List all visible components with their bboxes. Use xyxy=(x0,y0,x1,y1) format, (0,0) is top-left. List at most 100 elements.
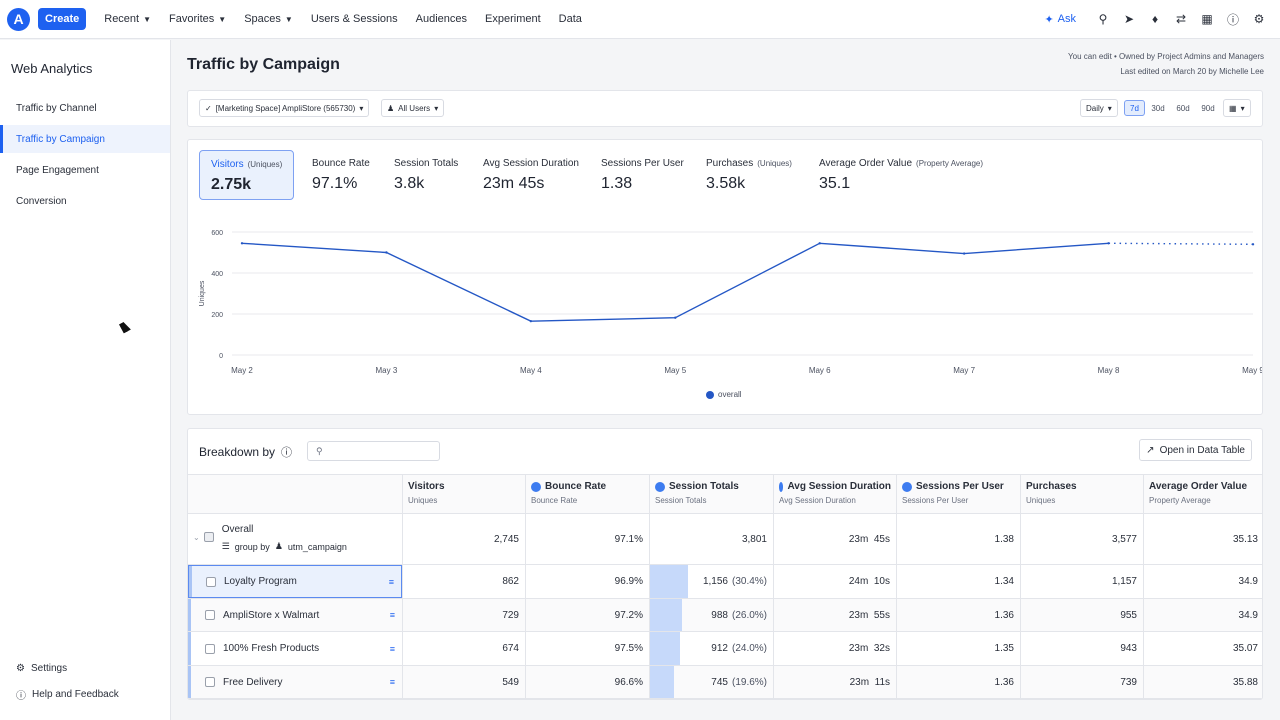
open-in-data-table-button[interactable]: ↗ Open in Data Table xyxy=(1139,439,1252,461)
overall-name-cell: ⌄ Overall ☰ group by ♟ utm_campaign xyxy=(188,515,402,564)
segment-selector[interactable]: ♟ All Users ▾ xyxy=(381,99,445,117)
range-60d[interactable]: 60d xyxy=(1176,103,1190,113)
row-checkbox[interactable] xyxy=(205,643,215,654)
metric-value: 35.1 xyxy=(819,175,851,192)
column-visitors[interactable]: Visitors Uniques xyxy=(402,475,525,515)
column-bounce-rate[interactable]: Bounce Rate Bounce Rate xyxy=(525,475,649,515)
range-30d[interactable]: 30d xyxy=(1151,103,1165,113)
range-7d[interactable]: 7d xyxy=(1124,100,1145,116)
chevron-down-icon[interactable]: ⌄ xyxy=(193,533,200,542)
filter-icon[interactable]: ≡ xyxy=(389,677,395,687)
cell-average-order-value: 35.88 xyxy=(1143,666,1262,698)
chevron-down-icon: ▾ xyxy=(434,103,439,113)
sidebar-item-traffic-by-channel[interactable]: Traffic by Channel xyxy=(16,102,97,114)
sidebar-item-page-engagement[interactable]: Page Engagement xyxy=(16,164,99,176)
users-icon: ♟ xyxy=(274,541,283,551)
table-row[interactable]: AmpliStore x Walmart ≡ 729 97.2% 988 (26.… xyxy=(188,599,1262,632)
column-sessions-per-user[interactable]: Sessions Per User Sessions Per User xyxy=(896,475,1020,515)
metric-sub: (Uniques) xyxy=(247,160,283,169)
x-tick-label: May 9 xyxy=(1242,366,1262,375)
row-checkbox[interactable] xyxy=(205,610,215,620)
ask-button[interactable]: ✦ Ask xyxy=(1044,13,1076,26)
nav-favorites[interactable]: Favorites ▼ xyxy=(169,13,226,25)
column-avg-session-duration[interactable]: Avg Session Duration Avg Session Duration xyxy=(773,475,896,515)
table-row[interactable]: 100% Fresh Products ≡ 674 97.5% 912 (24.0… xyxy=(188,632,1262,666)
rocket-icon[interactable]: ➤ xyxy=(1123,12,1135,26)
filter-icon[interactable]: ≡ xyxy=(388,576,394,587)
metric-bounce-rate[interactable]: Bounce Rate 97.1% xyxy=(301,150,381,200)
row-name-cell[interactable]: 100% Fresh Products ≡ xyxy=(188,632,402,665)
row-checkbox[interactable] xyxy=(205,677,215,687)
apps-icon[interactable]: ▦ xyxy=(1201,12,1213,26)
sidebar-help[interactable]: ⓘ Help and Feedback xyxy=(16,687,119,702)
range-90d[interactable]: 90d xyxy=(1201,103,1215,113)
cell-visitors: 2,745 xyxy=(402,515,525,564)
metric-sessions-per-user[interactable]: Sessions Per User 1.38 xyxy=(590,150,695,200)
metric-icon xyxy=(779,481,784,492)
page-meta: You can edit • Owned by Project Admins a… xyxy=(1068,49,1264,79)
bell-icon[interactable]: ♦ xyxy=(1151,12,1159,26)
metric-visitors[interactable]: Visitors (Uniques) 2.75k xyxy=(199,150,294,200)
sidebar-item-traffic-by-campaign[interactable]: Traffic by Campaign xyxy=(0,125,170,153)
info-icon[interactable]: ⓘ xyxy=(281,447,293,459)
breakdown-search-input[interactable]: ⚲ xyxy=(307,441,440,461)
cell-visitors: 549 xyxy=(402,666,525,698)
x-tick-label: May 2 xyxy=(231,366,253,375)
chart-legend[interactable]: overall xyxy=(706,390,742,399)
filter-icon[interactable]: ≡ xyxy=(389,643,395,654)
metric-avg-session-duration[interactable]: Avg Session Duration 23m 45s xyxy=(472,150,590,200)
help-icon[interactable]: ⓘ xyxy=(1226,12,1239,27)
metric-value: 3.8k xyxy=(394,175,425,192)
group-by-selector[interactable]: ☰ group by ♟ utm_campaign xyxy=(222,541,347,552)
create-button[interactable]: Create xyxy=(38,8,87,30)
column-session-totals[interactable]: Session Totals Session Totals xyxy=(649,475,773,515)
session-value: 745 xyxy=(711,676,728,688)
external-link-icon: ↗ xyxy=(1146,444,1155,456)
metric-label: Average Order Value xyxy=(819,158,913,169)
sync-icon[interactable]: ⇄ xyxy=(1175,12,1187,26)
row-name-cell[interactable]: Free Delivery ≡ xyxy=(188,666,402,698)
interval-selector[interactable]: Daily ▾ xyxy=(1080,99,1118,117)
filter-icon[interactable]: ≡ xyxy=(389,610,395,620)
cell-session-totals: 3,801 xyxy=(649,515,773,564)
nav-data[interactable]: Data xyxy=(558,13,582,25)
overall-checkbox[interactable] xyxy=(203,532,214,542)
nav-users-sessions[interactable]: Users & Sessions xyxy=(310,13,398,25)
nav-favorites-label: Favorites xyxy=(169,13,215,25)
row-name-cell[interactable]: Loyalty Program ≡ xyxy=(188,565,402,598)
search-icon[interactable]: ⚲ xyxy=(1098,12,1108,26)
metric-session-totals[interactable]: Session Totals 3.8k xyxy=(383,150,469,200)
breakdown-title: Breakdown by ⓘ xyxy=(199,444,292,460)
nav-audiences[interactable]: Audiences xyxy=(415,13,468,25)
page-title: Traffic by Campaign xyxy=(187,56,340,73)
session-share-bar xyxy=(650,666,674,698)
nav-recent-label: Recent xyxy=(104,13,140,25)
column-sub: Uniques xyxy=(1026,496,1056,505)
calendar-picker[interactable]: ▦ ▾ xyxy=(1223,99,1251,117)
metric-purchases[interactable]: Purchases (Uniques) 3.58k xyxy=(695,150,803,200)
check-circle-icon: ✓ xyxy=(205,103,212,113)
sidebar-settings[interactable]: ⚙ Settings xyxy=(16,663,67,674)
sidebar-item-conversion[interactable]: Conversion xyxy=(16,195,67,207)
session-share: (26.0%) xyxy=(731,609,767,621)
nav-recent[interactable]: Recent ▼ xyxy=(104,13,151,25)
column-purchases[interactable]: Purchases Uniques xyxy=(1020,475,1143,515)
nav-experiment[interactable]: Experiment xyxy=(485,13,541,25)
breakdown-card: Breakdown by ⓘ ⚲ ↗ Open in Data Table Visi… xyxy=(187,428,1263,700)
gear-icon[interactable]: ⚙ xyxy=(1253,12,1265,26)
chart-card: Visitors (Uniques) 2.75k Bounce Rate 97.1… xyxy=(187,139,1263,415)
row-checkbox[interactable] xyxy=(206,576,216,587)
column-average-order-value[interactable]: Average Order Value Property Average xyxy=(1143,475,1262,515)
cell-session-totals: 988 (26.0%) xyxy=(649,599,773,631)
table-row[interactable]: Free Delivery ≡ 549 96.6% 745 (19.6%) 23m… xyxy=(188,666,1262,699)
row-name-cell[interactable]: AmpliStore x Walmart ≡ xyxy=(188,599,402,631)
metric-average-order-value[interactable]: Average Order Value (Property Average) 35… xyxy=(808,150,994,200)
amplitude-logo[interactable]: A xyxy=(7,7,30,31)
nav-spaces[interactable]: Spaces ▼ xyxy=(244,13,293,25)
nav-right-tools: ✦ Ask ⚲ ➤ ♦ ⇄ ▦ ⓘ ⚙ xyxy=(1044,11,1272,28)
table-row[interactable]: Loyalty Program ≡ 862 96.9% 1,156 (30.4%)… xyxy=(188,565,1262,599)
data-point xyxy=(1107,242,1110,245)
cell-visitors: 729 xyxy=(402,599,525,631)
cell-avg-session-duration: 23m 32s xyxy=(773,632,896,665)
project-selector[interactable]: ✓ [Marketing Space] AmpliStore (565730) ▾ xyxy=(199,99,370,117)
